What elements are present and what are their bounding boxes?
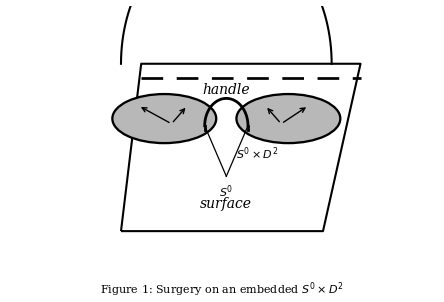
Text: Figure 1: Surgery on an embedded $S^0 \times D^2$: Figure 1: Surgery on an embedded $S^0 \t… [100, 280, 344, 299]
Ellipse shape [236, 94, 340, 143]
Text: surface: surface [200, 197, 252, 210]
Text: $S^0$: $S^0$ [219, 184, 234, 200]
Ellipse shape [112, 94, 216, 143]
Text: handle: handle [202, 83, 250, 97]
Text: $S^0 \times D^2$: $S^0 \times D^2$ [236, 145, 279, 162]
